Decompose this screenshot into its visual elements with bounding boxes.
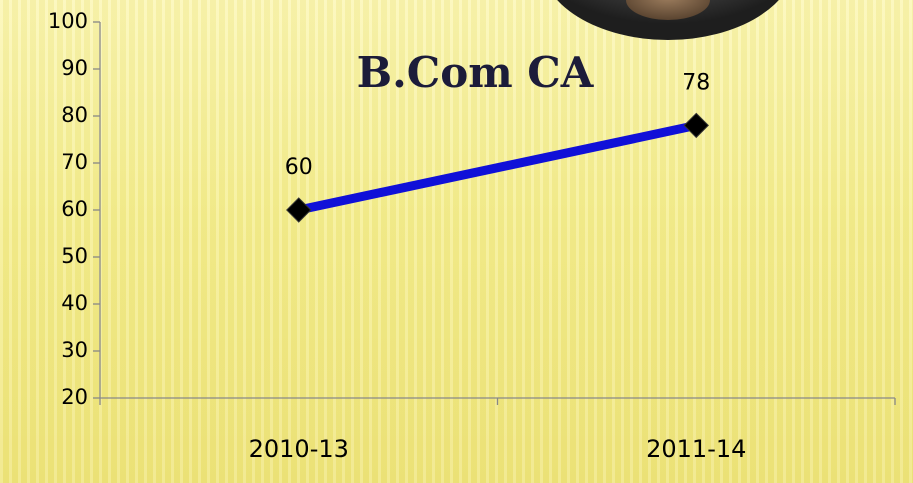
data-label: 78 [682,70,710,95]
y-tick-label: 90 [61,56,88,80]
x-tick-label: 2010-13 [249,435,349,463]
series-line [297,120,698,215]
marker [286,197,312,223]
y-tick-label: 70 [61,150,88,174]
y-tick-label: 60 [61,197,88,221]
marker [683,112,709,139]
x-tick-label: 2011-14 [646,435,746,463]
y-tick-label: 30 [61,338,88,362]
y-tick-label: 50 [61,244,88,268]
chart-title: B.Com CA [357,48,595,97]
decor-pebble [626,0,710,20]
data-label: 60 [285,155,313,180]
y-tick-label: 20 [61,385,88,409]
y-tick-label: 100 [48,9,88,33]
y-tick-label: 80 [61,103,88,127]
y-tick-label: 40 [61,291,88,315]
